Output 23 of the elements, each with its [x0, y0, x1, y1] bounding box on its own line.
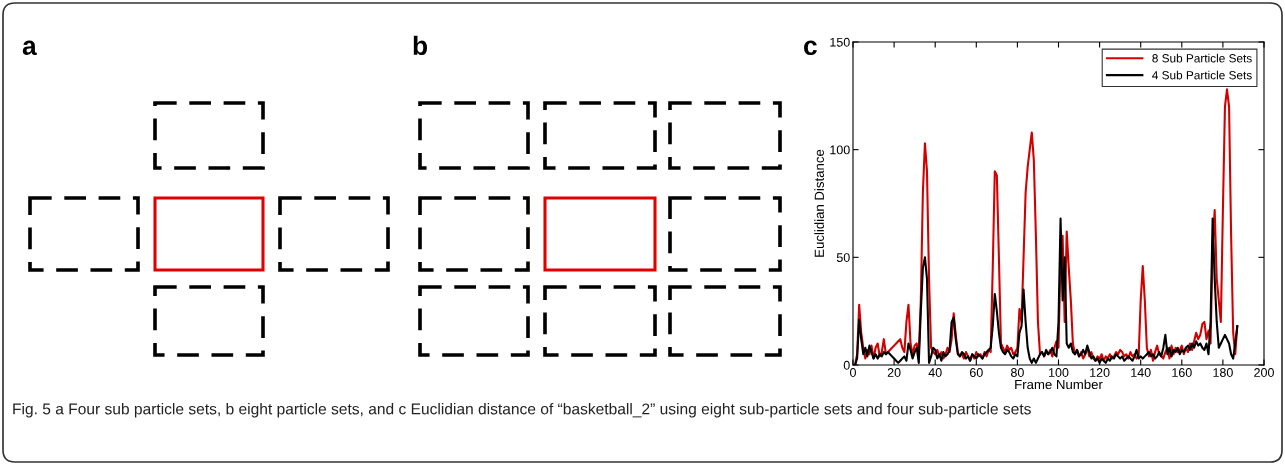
x-tick-label: 0 [850, 368, 856, 377]
x-tick-label: 100 [1049, 368, 1069, 377]
legend-label: 8 Sub Particle Sets [1152, 53, 1252, 63]
x-tick-label: 160 [1172, 368, 1192, 377]
y-axis-title: Euclidian Distance [814, 149, 824, 257]
legend-label: 4 Sub Particle Sets [1152, 70, 1252, 80]
x-tick-label: 20 [887, 368, 901, 377]
x-tick-label: 140 [1131, 368, 1151, 377]
text: a [22, 40, 37, 56]
x-tick-label: 200 [1254, 368, 1274, 377]
x-tick-label: 80 [1010, 368, 1024, 377]
caption: Fig. 5 a Four sub particle sets, b eight particle sets, and c Euclidian distance of “basketball_2” using eight sub-particle sets and four sub-particle sets [13, 403, 1031, 418]
y-tick-label: 50 [836, 253, 850, 262]
x-axis-title: Frame Number [1015, 379, 1103, 390]
y-tick-label: 150 [830, 37, 850, 47]
x-tick-label: 60 [969, 368, 983, 377]
x-tick-label: 180 [1213, 368, 1233, 377]
text: b [413, 35, 428, 56]
x-tick-label: 40 [928, 368, 942, 377]
y-tick-label: 0 [843, 360, 850, 370]
text: c [804, 40, 817, 56]
x-tick-label: 120 [1090, 368, 1110, 377]
y-tick-label: 100 [830, 145, 850, 155]
